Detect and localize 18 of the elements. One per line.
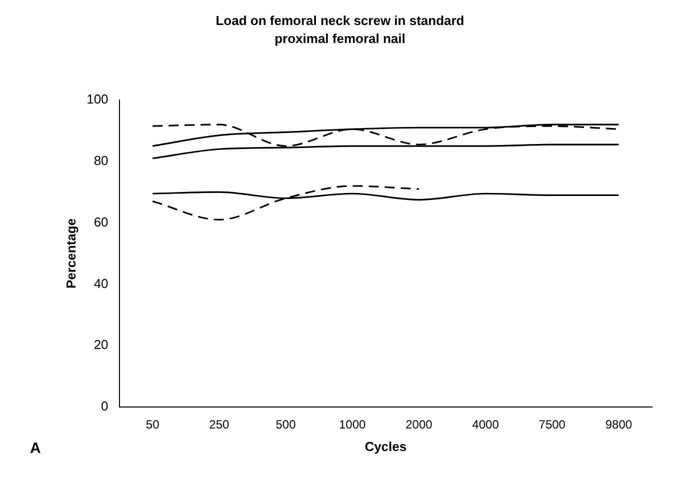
x-tick-label: 2000 xyxy=(406,418,433,432)
y-axis-title: Percentage xyxy=(63,218,78,289)
x-axis-title: Cycles xyxy=(364,438,407,454)
y-tick-label: 20 xyxy=(94,337,108,352)
x-tick-label: 250 xyxy=(209,418,230,432)
text: A xyxy=(30,440,41,457)
x-tick-label: 7500 xyxy=(538,418,566,432)
y-tick-label: 80 xyxy=(94,152,108,168)
x-tick-label: 50 xyxy=(146,418,160,432)
x-tick-label: 9800 xyxy=(605,418,632,432)
y-tick-label: 40 xyxy=(94,276,108,291)
x-tick-label: 500 xyxy=(276,418,296,432)
chart-title: Load on femoral neck screw in standard proximal femoral nail xyxy=(214,12,466,48)
y-tick-label: 0 xyxy=(101,398,108,414)
x-tick-label: 4000 xyxy=(472,418,500,432)
y-tick-label: 60 xyxy=(94,214,108,230)
x-tick-label: 1000 xyxy=(339,418,366,432)
y-tick-label: 100 xyxy=(86,92,108,107)
